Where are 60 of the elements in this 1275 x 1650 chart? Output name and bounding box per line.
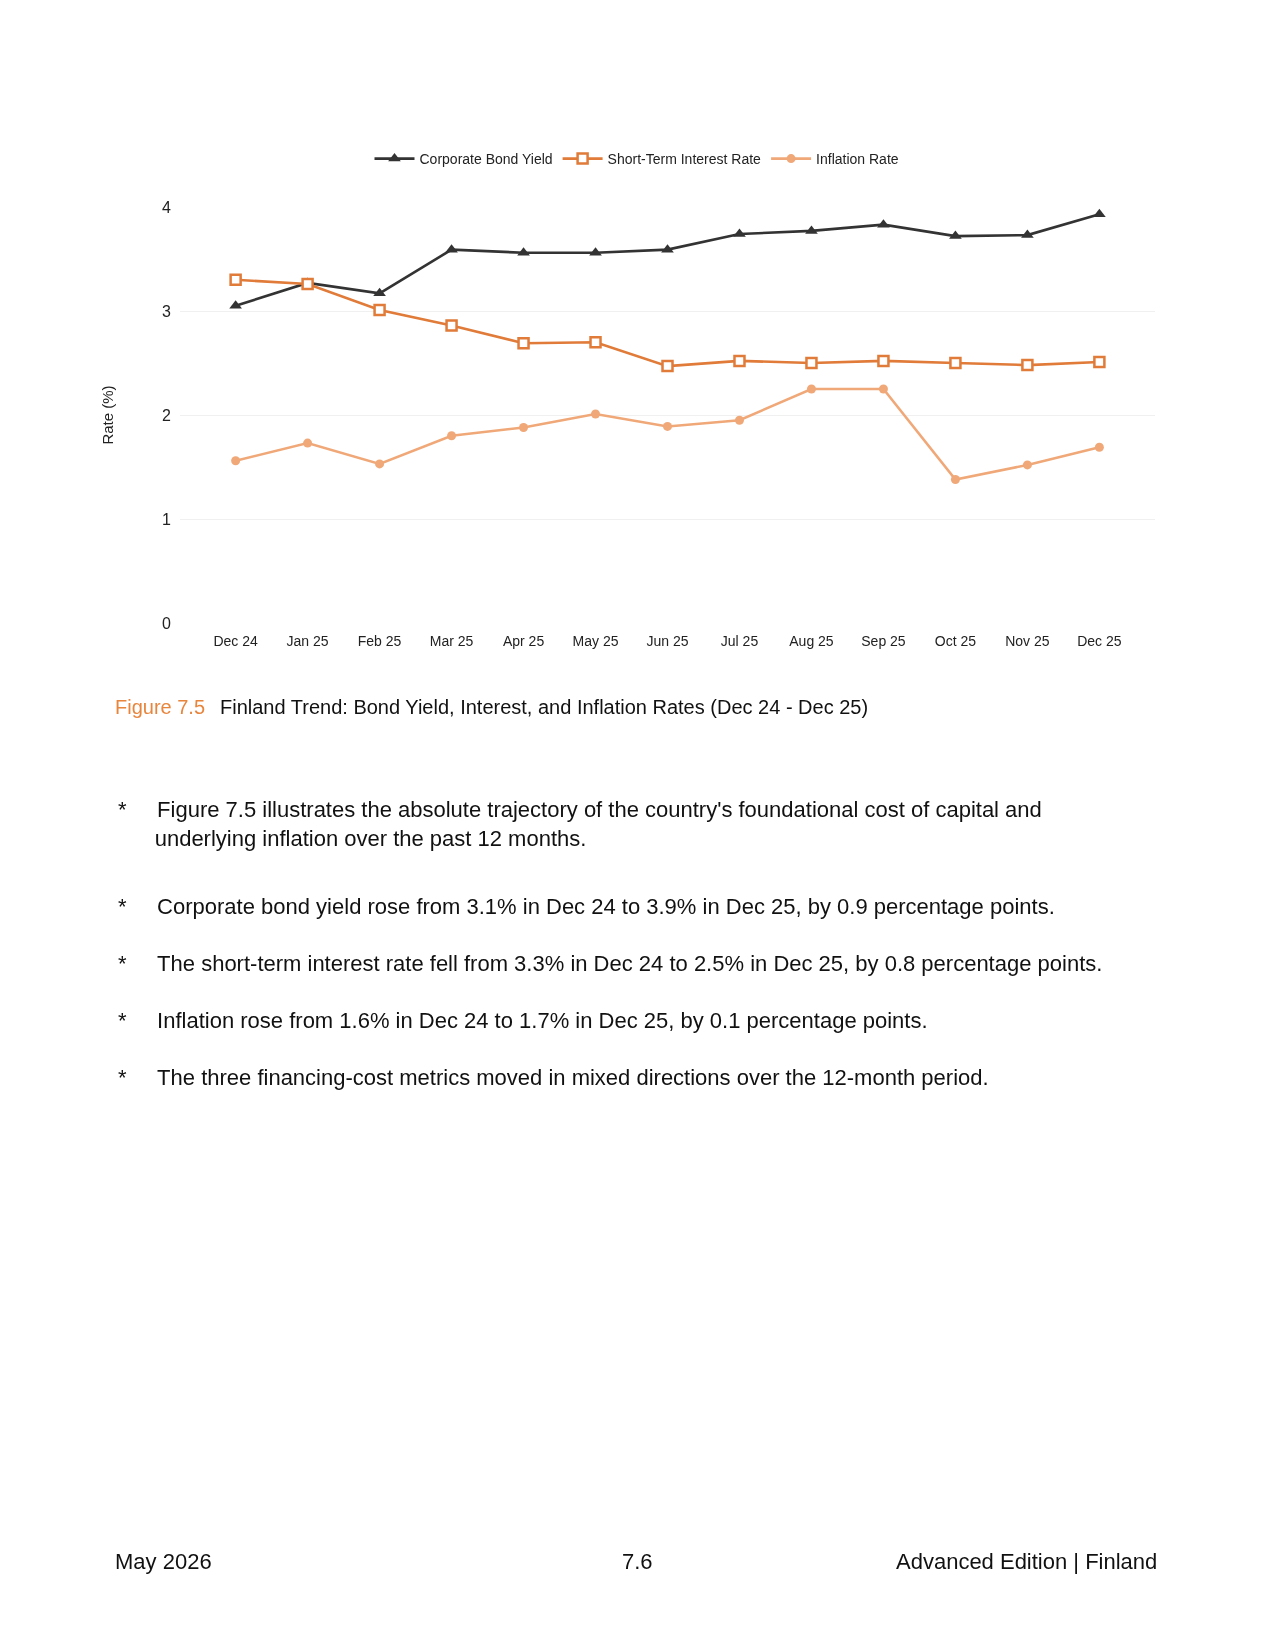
x-tick-label: Feb 25 [357,633,402,649]
text: * The short-term interest rate fell from 3.3% in Dec 24 to 2.5% in Dec 25, by 0.8 percentage points. [118,951,1103,976]
x-tick-label: Jun 25 [646,633,689,649]
point [805,356,818,370]
x-tick-label: Dec 25 [1077,633,1122,649]
y-tick-label: 1 [162,510,172,528]
point [663,421,672,431]
legend-label: Inflation Rate [816,151,899,168]
point [661,359,674,373]
legend-label: Short-Term Interest Rate [607,151,762,168]
point [950,474,960,484]
point [877,354,890,368]
x-tick-label: Oct 25 [934,633,977,649]
x-tick-label: Dec 24 [213,633,259,649]
x-tick-label: Jan 25 [286,633,329,649]
x-tick-label: May 25 [572,633,619,649]
text: * Corporate bond yield rose from 3.1% in Dec 24 to 3.9% in Dec 25, by 0.9 percentage points. [118,894,1055,919]
x-tick-label: Mar 25 [429,633,474,649]
y-tick-label: 4 [162,198,172,216]
point [589,335,602,349]
x-tick-label: Nov 25 [1005,633,1050,649]
text: * Inflation rose from 1.6% in Dec 24 to 1.7% in Dec 25, by 0.1 percentage points. [118,1008,928,1033]
point [375,459,385,469]
point [1094,442,1104,452]
point [301,277,314,291]
text: 7.6 [622,1549,653,1574]
point [445,319,458,332]
x-tick-label: Aug 25 [789,633,834,649]
point [1093,355,1106,369]
text: Finland Trend: Bond Yield, Interest, and Inflation Rates (Dec 24 - Dec 25) [220,696,869,718]
point [517,336,530,350]
x-tick-label: Sep 25 [861,633,906,649]
point [519,422,529,432]
x-tick-label: Jul 25 [720,633,759,649]
point [1093,208,1106,218]
caption: Figure 7.5 [115,696,206,718]
x-tick-label: Apr 25 [502,633,545,649]
point [303,438,313,448]
point [447,431,457,441]
point [1022,460,1032,470]
point [878,384,888,394]
point [733,354,746,368]
text: Advanced Edition | Finland [896,1549,1158,1574]
text: May 2026 [115,1549,212,1574]
y-tick-label: 3 [162,302,172,320]
point [373,287,386,297]
point [373,303,386,317]
point [231,456,241,466]
text: * Figure 7.5 illustrates the absolute trajectory of the country's foundational cost of capital and underlying inflation over the past 12 months. [118,797,1042,851]
y-tick-label: 2 [162,406,172,424]
point [806,384,816,394]
point [1021,358,1034,372]
text: * The three financing-cost metrics moved in mixed directions over the 12-month period. [118,1065,989,1090]
point [229,273,242,287]
legend-label: Corporate Bond Yield [419,151,553,168]
y-axis-title: Rate (%) [99,385,117,445]
point [591,409,601,419]
point [734,415,744,425]
point [949,356,962,370]
y-tick-label: 0 [162,614,172,632]
